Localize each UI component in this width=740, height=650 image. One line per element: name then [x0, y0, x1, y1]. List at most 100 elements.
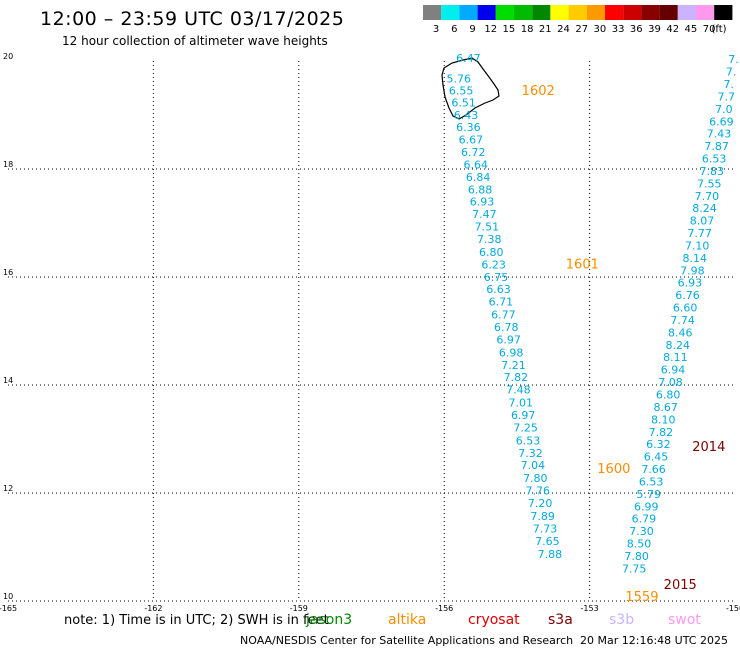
pass-time-label: 1600 — [597, 462, 630, 477]
wave-height-value: 8.14 — [683, 252, 708, 265]
wave-height-value: 7.65 — [535, 535, 560, 548]
wave-height-value: 6.99 — [634, 500, 659, 513]
wave-height-value: 7.98 — [680, 264, 705, 277]
longitude-tick-label: -153 — [581, 604, 599, 613]
wave-height-value: 7. — [723, 78, 734, 91]
wave-height-value: 7.73 — [533, 522, 558, 535]
timestamp-text: 20 Mar 12:16:48 UTC 2025 — [580, 634, 728, 647]
wave-height-value: 6.47 — [456, 52, 481, 65]
scale-label: 33 — [612, 24, 625, 35]
wave-height-value: 6.76 — [675, 289, 700, 302]
scale-unit: (ft) — [711, 24, 726, 35]
wave-height-value: 7.83 — [699, 165, 724, 178]
scale-label: 12 — [484, 24, 497, 35]
wave-height-value: 6.88 — [468, 183, 493, 196]
wave-height-value: 7.47 — [472, 208, 497, 221]
scale-label: 45 — [685, 24, 698, 35]
scale-swatch — [514, 5, 533, 20]
wave-height-value: 7.70 — [695, 190, 720, 203]
wave-height-value: 7.7 — [718, 90, 736, 103]
scale-swatch — [532, 5, 551, 20]
wave-height-value: 6.45 — [644, 451, 669, 464]
scale-swatch — [568, 5, 587, 20]
wave-height-value: 7.20 — [528, 497, 553, 510]
latitude-tick-label: 10 — [3, 592, 13, 601]
longitude-tick-label: -156 — [435, 604, 453, 613]
wave-height-value: 7.43 — [707, 128, 732, 141]
scale-label: 18 — [521, 24, 534, 35]
scale-label: 27 — [575, 24, 588, 35]
scale-swatch — [550, 5, 569, 20]
wave-height-value: 8.07 — [690, 215, 715, 228]
wave-height-value: 5.79 — [636, 488, 661, 501]
wave-height-value: 7.82 — [504, 371, 529, 384]
wave-height-value: 7.08 — [658, 376, 683, 389]
scale-swatch — [714, 5, 733, 20]
scale-label: 24 — [557, 24, 570, 35]
satellite-s3a: s3a — [548, 612, 573, 628]
wave-height-value: 7.0 — [715, 103, 733, 116]
wave-height-value: 8.11 — [663, 351, 688, 364]
wave-height-value: 6.98 — [499, 346, 524, 359]
wave-height-value: 6.97 — [496, 333, 521, 346]
wave-height-value: 6.77 — [491, 309, 516, 322]
wave-height-value: 7.82 — [649, 426, 674, 439]
wave-height-value: 6.75 — [484, 271, 509, 284]
pass-time-label: 1559 — [625, 590, 658, 605]
wave-height-value: 6.80 — [656, 389, 681, 402]
pass-time-label: 2014 — [692, 440, 725, 455]
wave-height-value: 8.24 — [666, 339, 691, 352]
units-note: note: 1) Time is in UTC; 2) SWH is in fe… — [64, 613, 329, 628]
scale-label: 70 — [703, 24, 716, 35]
wave-height-value: 6.71 — [489, 296, 514, 309]
scale-swatch — [696, 5, 715, 20]
wave-height-value: 7.80 — [624, 550, 649, 563]
wave-height-value: 7.32 — [518, 447, 543, 460]
scale-label: 9 — [469, 24, 475, 35]
latitude-tick-label: 18 — [3, 160, 13, 169]
latitude-tick-label: 12 — [3, 484, 13, 493]
wave-height-value: 7.89 — [530, 510, 555, 523]
wave-height-value: 8.24 — [692, 202, 717, 215]
wave-height-value: 7.04 — [521, 459, 546, 472]
wave-height-value: 6.67 — [459, 134, 484, 147]
scale-label: 42 — [666, 24, 679, 35]
wave-height-value: 5.76 — [446, 73, 471, 86]
wave-height-value: 7.38 — [477, 233, 502, 246]
longitude-tick-label: -165 — [0, 604, 17, 613]
latitude-tick-label: 16 — [3, 268, 13, 277]
wave-height-value: 6.32 — [646, 438, 671, 451]
scale-swatch — [677, 5, 696, 20]
scale-swatch — [459, 5, 478, 20]
wave-height-value: 6.55 — [449, 84, 474, 97]
scale-swatch — [659, 5, 678, 20]
wave-height-value: 6.84 — [466, 171, 491, 184]
satellite-altika: altika — [388, 612, 427, 628]
scale-swatch — [605, 5, 624, 20]
wave-height-value: 7.76 — [525, 485, 550, 498]
wave-height-value: 6.97 — [511, 409, 536, 422]
wave-height-value: 6.51 — [451, 96, 476, 109]
wave-height-value: 7. — [726, 66, 737, 79]
wave-height-value: 8.10 — [651, 413, 676, 426]
latitude-tick-label: 14 — [3, 376, 13, 385]
wave-height-value: 8.50 — [627, 538, 652, 551]
wave-height-value: 6.80 — [479, 246, 504, 259]
wave-height-value: 6.63 — [486, 283, 511, 296]
map-subtitle: 12 hour collection of altimeter wave hei… — [62, 34, 328, 48]
wave-height-value: 6.93 — [470, 196, 495, 209]
wave-height-value: 7.25 — [513, 421, 538, 434]
wave-height-value: 7.75 — [622, 562, 647, 575]
wave-height-value: 6.53 — [639, 475, 664, 488]
wave-height-value: 7.48 — [506, 384, 531, 397]
scale-label: 30 — [594, 24, 607, 35]
pass-time-label: 1601 — [566, 257, 599, 272]
wave-height-value: 7.10 — [685, 239, 710, 252]
map-title: 12:00 – 23:59 UTC 03/17/2025 — [40, 8, 345, 30]
wave-height-value: 6.69 — [709, 115, 734, 128]
scale-label: 3 — [433, 24, 439, 35]
scale-label: 36 — [630, 24, 643, 35]
longitude-tick-label: -159 — [290, 604, 308, 613]
scale-swatch — [441, 5, 460, 20]
